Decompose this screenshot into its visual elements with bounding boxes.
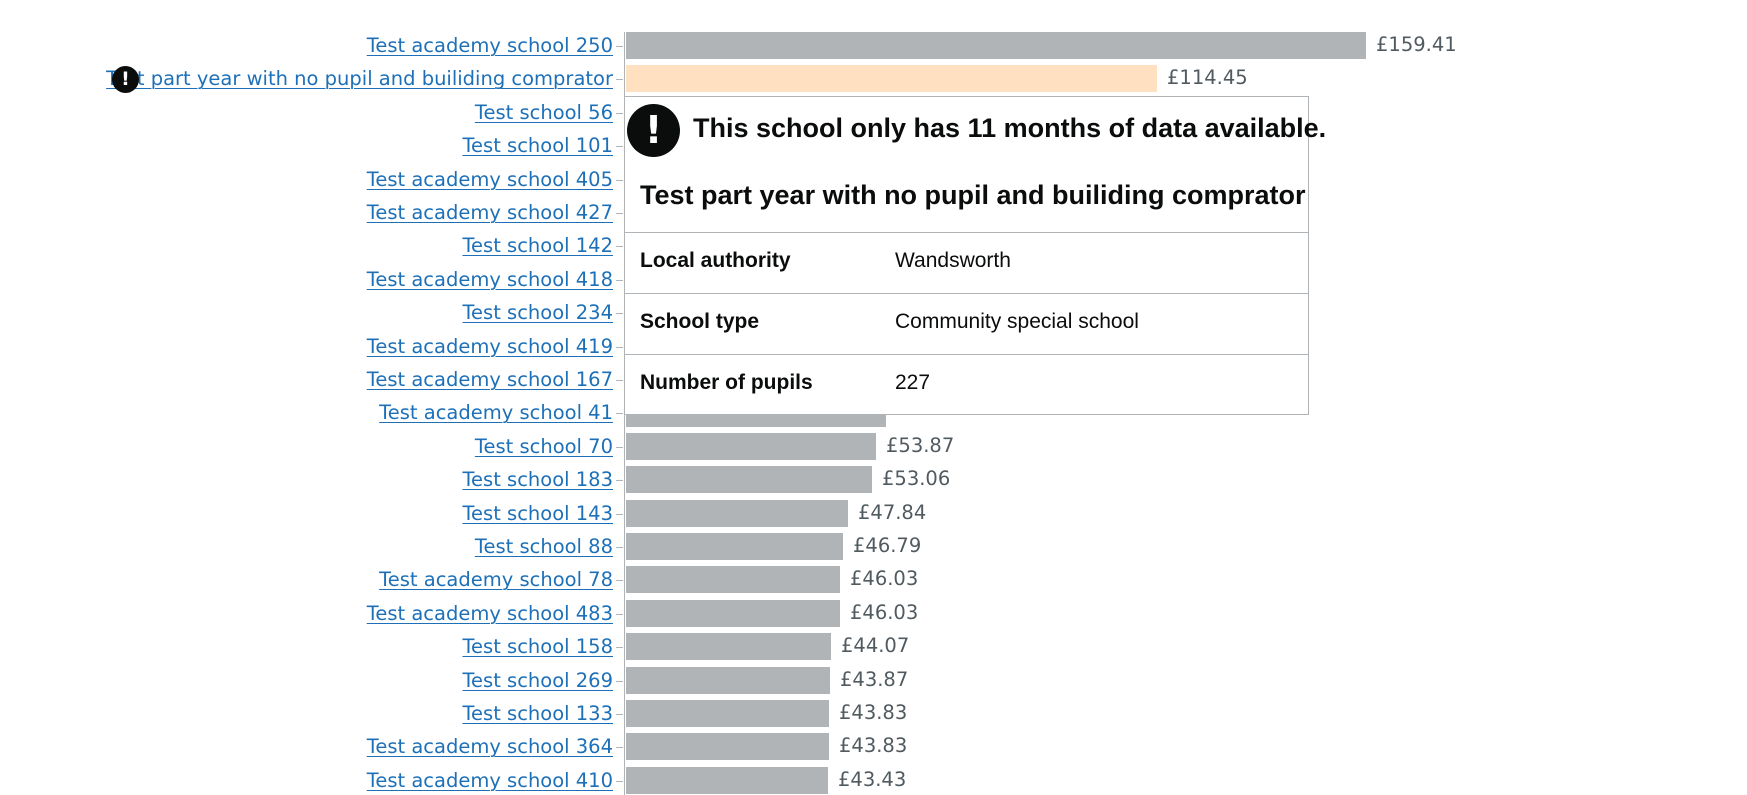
y-axis-tick xyxy=(616,146,623,148)
bar-value-label: £43.87 xyxy=(840,667,909,691)
exclamation-icon: ! xyxy=(112,66,139,94)
school-link[interactable]: Test academy school 250 xyxy=(366,34,613,57)
bar-value-label: £43.83 xyxy=(839,701,908,724)
bar-value-label: £53.06 xyxy=(882,467,951,491)
y-axis-tick xyxy=(616,480,623,482)
tooltip-key: Local authority xyxy=(640,249,791,272)
y-axis-tick xyxy=(616,112,623,114)
school-link[interactable]: Test school 183 xyxy=(462,468,613,492)
y-axis-tick xyxy=(616,346,623,348)
tooltip-row-local-authority: Local authority Wandsworth xyxy=(625,232,1308,293)
school-link[interactable]: Test school 142 xyxy=(462,234,613,258)
tooltip-value: 227 xyxy=(895,371,931,394)
y-axis-tick xyxy=(616,213,623,214)
y-axis-tick xyxy=(616,580,623,582)
school-link[interactable]: Test academy school 427 xyxy=(366,201,613,224)
y-axis-tick xyxy=(616,780,623,782)
tooltip-key: Number of pupils xyxy=(640,371,813,394)
y-axis-tick xyxy=(616,246,623,248)
bar-value-label: £46.79 xyxy=(853,534,922,557)
bar-value-label: £44.07 xyxy=(841,634,910,658)
y-axis-tick xyxy=(616,313,623,315)
tooltip-value: Community special school xyxy=(895,310,1139,333)
y-axis-tick xyxy=(616,46,623,47)
bar-value-label: £53.87 xyxy=(886,433,955,457)
y-axis-tick xyxy=(616,279,623,281)
bar-value-label: £43.43 xyxy=(838,767,907,791)
bar[interactable] xyxy=(626,766,828,794)
y-axis-tick xyxy=(616,179,623,181)
y-axis-tick xyxy=(616,547,623,548)
exclamation-icon: ! xyxy=(627,104,680,157)
bar[interactable] xyxy=(626,466,872,494)
y-axis-tick xyxy=(616,647,623,649)
bar-value-label: £47.84 xyxy=(858,500,927,524)
school-link[interactable]: Test academy school 418 xyxy=(366,267,613,291)
school-link[interactable]: Test academy school 364 xyxy=(366,735,613,759)
school-link[interactable]: Test school 56 xyxy=(474,100,613,124)
y-axis-tick xyxy=(616,680,623,682)
bar[interactable] xyxy=(626,432,876,460)
y-axis-tick xyxy=(616,79,623,81)
school-link[interactable]: Test school 101 xyxy=(462,134,613,158)
bar[interactable] xyxy=(626,499,848,527)
tooltip-key: School type xyxy=(640,310,760,333)
school-link[interactable]: Test school 133 xyxy=(462,702,613,725)
y-axis-tick xyxy=(616,380,623,381)
school-link[interactable]: Test school 234 xyxy=(462,301,613,325)
school-link[interactable]: Test academy school 483 xyxy=(366,601,613,625)
y-axis-tick xyxy=(616,413,623,415)
y-axis-tick xyxy=(616,714,623,715)
y-axis-tick xyxy=(616,446,623,448)
y-axis-tick xyxy=(616,613,623,615)
bar[interactable] xyxy=(626,566,840,594)
tooltip-title: Test part year with no pupil and builidi… xyxy=(640,180,1306,210)
bar[interactable] xyxy=(626,533,843,560)
school-tooltip: ! This school only has 11 months of data… xyxy=(624,96,1326,415)
school-link[interactable]: Test school 70 xyxy=(474,434,613,458)
tooltip-row-number-of-pupils: Number of pupils 227 xyxy=(625,354,1308,415)
school-link[interactable]: Test academy school 419 xyxy=(366,334,613,358)
bar-value-label: £159.41 xyxy=(1376,33,1457,56)
school-link[interactable]: Test part year with no pupil and builidi… xyxy=(106,67,613,91)
tooltip-row-school-type: School type Community special school xyxy=(625,293,1308,354)
y-axis-tick xyxy=(616,513,623,515)
school-link[interactable]: Test academy school 410 xyxy=(366,768,613,792)
tooltip-value: Wandsworth xyxy=(895,249,1011,272)
bar[interactable] xyxy=(626,733,829,761)
school-link[interactable]: Test academy school 405 xyxy=(366,167,613,191)
school-link[interactable]: Test academy school 41 xyxy=(379,401,613,425)
school-link[interactable]: Test academy school 78 xyxy=(379,568,613,592)
bar-value-label: £43.83 xyxy=(839,734,908,758)
tooltip-details: Local authority Wandsworth School type C… xyxy=(625,232,1308,415)
bar[interactable] xyxy=(626,700,829,727)
y-axis-tick xyxy=(616,747,623,749)
school-link[interactable]: Test school 88 xyxy=(474,535,613,558)
bar-value-label: £46.03 xyxy=(850,600,919,624)
bar[interactable] xyxy=(626,666,830,694)
bar[interactable] xyxy=(626,65,1157,93)
bar[interactable] xyxy=(626,599,840,627)
bar[interactable] xyxy=(626,633,831,661)
bar-value-label: £114.45 xyxy=(1167,66,1248,90)
bar[interactable] xyxy=(626,32,1366,59)
school-link[interactable]: Test academy school 167 xyxy=(366,368,613,391)
bar-value-label: £46.03 xyxy=(850,567,919,591)
school-link[interactable]: Test school 269 xyxy=(462,668,613,692)
tooltip-warning-text: This school only has 11 months of data a… xyxy=(693,113,1327,143)
school-link[interactable]: Test school 158 xyxy=(462,635,613,659)
school-link[interactable]: Test school 143 xyxy=(462,501,613,525)
